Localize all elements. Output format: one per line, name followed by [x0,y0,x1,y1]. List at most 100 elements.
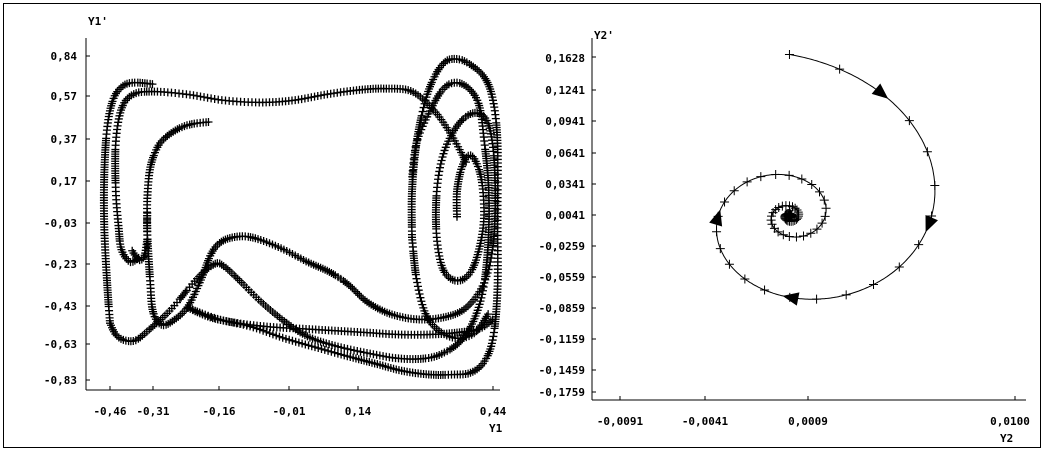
spiral-marker [767,219,777,229]
right-y-tick-label: 0,0341 [545,178,585,191]
trajectory-marker [419,103,428,112]
trajectory-marker [425,316,434,325]
spiral-marker [771,169,781,179]
left-y-tick-label: 0,17 [51,175,78,188]
trajectory-marker [181,288,190,297]
left-trajectory-segment [111,84,470,267]
trajectory-marker [475,67,484,76]
trajectory-marker [435,163,444,172]
left-phase-plot: Y1' Y1 0,84 0,57 0,37 0,17 -0,03 -0,23 -… [44,15,507,435]
spiral-marker [799,231,809,241]
left-x-tick-label: 0,14 [345,405,372,418]
trajectory-marker [329,270,338,279]
trajectory-marker [473,65,482,74]
right-x-tick-label: 0,0100 [990,415,1030,428]
trajectory-marker [414,286,423,295]
left-x-tick-label: -0,31 [136,405,169,418]
trajectory-marker [196,92,205,101]
spiral-marker [806,228,816,238]
spiral-marker [769,223,779,233]
trajectory-marker [172,314,181,323]
trajectory-marker [217,260,226,269]
right-x-ticks: -0,0091 -0,0041 0,0009 0,0100 [597,396,1030,428]
left-x-tick: -0,46 [93,386,127,418]
trajectory-marker [108,325,117,334]
direction-arrow-top [871,83,889,99]
spiral-marker [742,177,752,187]
trajectory-marker [412,274,421,283]
right-y-tick-label: -0,1759 [539,386,585,399]
spiral-marker [720,197,730,207]
left-x-tick: -0,01 [272,386,306,418]
left-y-ticks: 0,84 0,57 0,37 0,17 -0,03 -0,23 -0,43 -0… [44,50,90,387]
left-x-axis-label: Y1 [489,422,503,435]
trajectory-marker [489,332,498,341]
left-y-tick-label: 0,84 [51,50,78,63]
right-x-tick: -0,0041 [682,396,729,428]
left-y-tick: 0,37 [51,133,90,146]
right-x-tick-label: -0,0041 [682,415,729,428]
spiral-marker [740,274,750,284]
spiral-marker [820,211,830,221]
left-y-tick-label: -0,63 [44,338,77,351]
spiral-marker [817,218,827,228]
right-y-tick: -0,0559 [539,271,596,284]
trajectory-marker [420,99,429,108]
trajectory-marker [434,65,443,74]
right-y-tick: 0,0041 [545,209,596,222]
trajectory-marker [435,255,444,264]
trajectory-marker [112,331,121,340]
trajectory-marker [134,334,143,343]
trajectory-marker [417,297,426,306]
right-y-tick-label: 0,0041 [545,209,585,222]
left-x-tick: 0,44 [480,386,507,418]
trajectory-marker [230,271,239,280]
spiral-marker [712,227,722,237]
trajectory-marker [457,116,466,125]
spiral-markers [712,49,940,304]
trajectory-marker [148,80,157,89]
trajectory-marker [235,276,244,285]
right-y-tick: -0,0259 [539,240,596,253]
left-y-axis-label: Y1' [88,15,108,28]
trajectory-marker [416,293,425,302]
trajectory-marker [478,286,487,295]
spiral-marker [930,180,940,190]
spiral-marker [756,172,766,182]
trajectory-marker [351,287,360,296]
left-y-tick-label: -0,03 [44,217,77,230]
trajectory-marker [178,309,187,318]
left-x-tick: -0,16 [202,386,236,418]
trajectory-marker [415,289,424,298]
trajectory-marker [200,93,209,102]
trajectory-marker [436,87,445,96]
trajectory-marker [464,83,473,92]
trajectory-marker [481,314,490,323]
right-y-tick: -0,1759 [539,386,596,399]
trajectory-marker [223,265,232,274]
trajectory-marker [489,96,497,105]
trajectory-marker [484,310,493,319]
direction-arrow-bottom [782,292,800,306]
trajectory-marker [438,153,447,162]
left-y-tick: -0,83 [44,374,90,387]
trajectory-marker [122,254,131,263]
spiral-marker [724,259,734,269]
right-y-axis-label: Y2' [594,29,614,42]
right-x-tick: 0,0009 [788,396,828,428]
trajectory-marker [413,282,422,291]
left-y-tick-label: 0,57 [51,90,78,103]
trajectory-marker [157,136,166,145]
left-y-tick: -0,23 [44,258,90,271]
trajectory-marker [111,89,120,98]
left-trajectory-segment [99,78,157,328]
trajectory-marker [479,282,488,291]
right-y-tick: 0,1241 [545,84,596,97]
spiral-curve [716,53,936,300]
trajectory-marker [482,76,491,85]
trajectory-marker [209,245,218,254]
trajectory-marker [359,294,368,303]
trajectory-marker [233,274,242,283]
spiral-marker [904,116,914,126]
trajectory-marker [436,160,445,169]
